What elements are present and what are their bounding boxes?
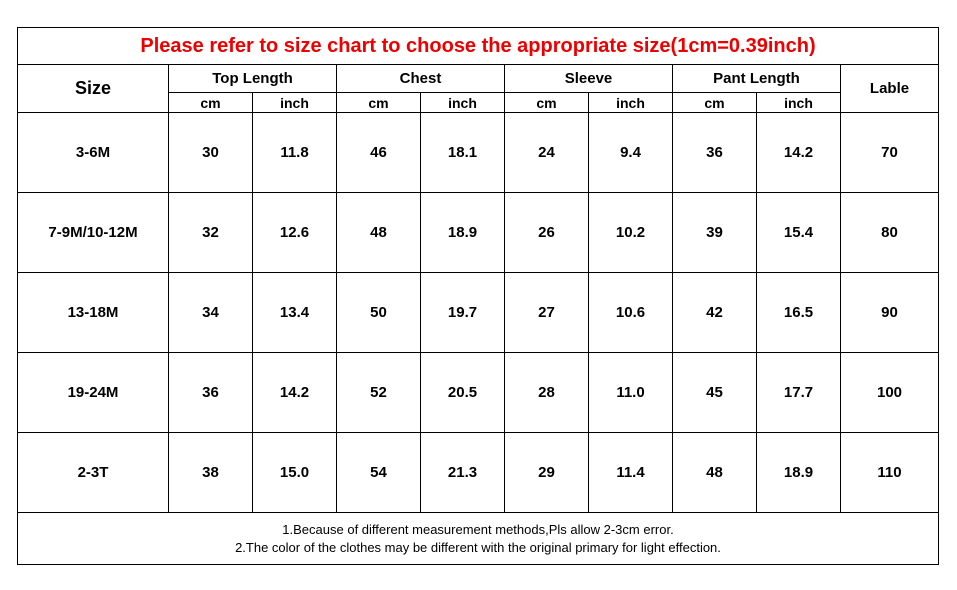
- unit-top-inch: inch: [252, 92, 337, 113]
- header-pant-length: Pant Length: [672, 64, 841, 93]
- unit-pant-cm: cm: [672, 92, 757, 113]
- table-row: 13-18M 34 13.4 50 19.7 27 10.6 42 16.5 9…: [17, 272, 939, 353]
- sleeve-inch-cell: 9.4: [588, 112, 673, 193]
- lable-cell: 80: [840, 192, 939, 273]
- top-inch-cell: 12.6: [252, 192, 337, 273]
- pant-cm-cell: 36: [672, 112, 757, 193]
- note-measurement-error: 1.Because of different measurement metho…: [282, 521, 674, 537]
- pant-inch-cell: 14.2: [756, 112, 841, 193]
- chart-title: Please refer to size chart to choose the…: [17, 27, 939, 65]
- chest-inch-cell: 18.1: [420, 112, 505, 193]
- top-cm-cell: 38: [168, 432, 253, 513]
- pant-cm-cell: 48: [672, 432, 757, 513]
- table-row: 7-9M/10-12M 32 12.6 48 18.9 26 10.2 39 1…: [17, 192, 939, 273]
- chest-cm-cell: 46: [336, 112, 421, 193]
- top-inch-cell: 14.2: [252, 352, 337, 433]
- top-inch-cell: 15.0: [252, 432, 337, 513]
- unit-sleeve-inch: inch: [588, 92, 673, 113]
- pant-cm-cell: 39: [672, 192, 757, 273]
- chest-inch-cell: 20.5: [420, 352, 505, 433]
- sleeve-cm-cell: 27: [504, 272, 589, 353]
- notes-row: 1.Because of different measurement metho…: [17, 512, 939, 565]
- chest-inch-cell: 19.7: [420, 272, 505, 353]
- unit-pant-inch: inch: [756, 92, 841, 113]
- pant-inch-cell: 15.4: [756, 192, 841, 273]
- sleeve-cm-cell: 24: [504, 112, 589, 193]
- table-row: 19-24M 36 14.2 52 20.5 28 11.0 45 17.7 1…: [17, 352, 939, 433]
- pant-inch-cell: 16.5: [756, 272, 841, 353]
- table-row: 3-6M 30 11.8 46 18.1 24 9.4 36 14.2 70: [17, 112, 939, 193]
- sleeve-inch-cell: 11.0: [588, 352, 673, 433]
- size-cell: 7-9M/10-12M: [17, 192, 169, 273]
- lable-cell: 100: [840, 352, 939, 433]
- sleeve-inch-cell: 10.6: [588, 272, 673, 353]
- chest-cm-cell: 54: [336, 432, 421, 513]
- table-row: 2-3T 38 15.0 54 21.3 29 11.4 48 18.9 110: [17, 432, 939, 513]
- chest-inch-cell: 18.9: [420, 192, 505, 273]
- header-chest: Chest: [336, 64, 505, 93]
- header-top-length: Top Length: [168, 64, 337, 93]
- sleeve-cm-cell: 26: [504, 192, 589, 273]
- title-row: Please refer to size chart to choose the…: [17, 27, 939, 65]
- top-cm-cell: 34: [168, 272, 253, 353]
- top-cm-cell: 36: [168, 352, 253, 433]
- size-cell: 13-18M: [17, 272, 169, 353]
- unit-row: cm inch cm inch cm inch cm inch: [18, 92, 939, 113]
- chest-cm-cell: 48: [336, 192, 421, 273]
- header-row: Size Top Length Chest Sleeve Pant Length…: [17, 64, 939, 113]
- top-cm-cell: 32: [168, 192, 253, 273]
- unit-chest-cm: cm: [336, 92, 421, 113]
- unit-top-cm: cm: [168, 92, 253, 113]
- chest-inch-cell: 21.3: [420, 432, 505, 513]
- note-color-difference: 2.The color of the clothes may be differ…: [235, 539, 721, 555]
- top-inch-cell: 13.4: [252, 272, 337, 353]
- header-lable: Lable: [840, 64, 939, 113]
- pant-cm-cell: 45: [672, 352, 757, 433]
- header-size: Size: [17, 64, 169, 113]
- lable-cell: 110: [840, 432, 939, 513]
- size-chart-table: Please refer to size chart to choose the…: [17, 27, 939, 565]
- top-cm-cell: 30: [168, 112, 253, 193]
- unit-chest-inch: inch: [420, 92, 505, 113]
- chest-cm-cell: 50: [336, 272, 421, 353]
- size-cell: 19-24M: [17, 352, 169, 433]
- pant-inch-cell: 18.9: [756, 432, 841, 513]
- chest-cm-cell: 52: [336, 352, 421, 433]
- header-sleeve: Sleeve: [504, 64, 673, 93]
- unit-sleeve-cm: cm: [504, 92, 589, 113]
- pant-inch-cell: 17.7: [756, 352, 841, 433]
- sleeve-cm-cell: 28: [504, 352, 589, 433]
- top-inch-cell: 11.8: [252, 112, 337, 193]
- pant-cm-cell: 42: [672, 272, 757, 353]
- sleeve-inch-cell: 11.4: [588, 432, 673, 513]
- lable-cell: 90: [840, 272, 939, 353]
- size-cell: 3-6M: [17, 112, 169, 193]
- lable-cell: 70: [840, 112, 939, 193]
- sleeve-inch-cell: 10.2: [588, 192, 673, 273]
- notes-cell: 1.Because of different measurement metho…: [17, 512, 939, 565]
- sleeve-cm-cell: 29: [504, 432, 589, 513]
- size-cell: 2-3T: [17, 432, 169, 513]
